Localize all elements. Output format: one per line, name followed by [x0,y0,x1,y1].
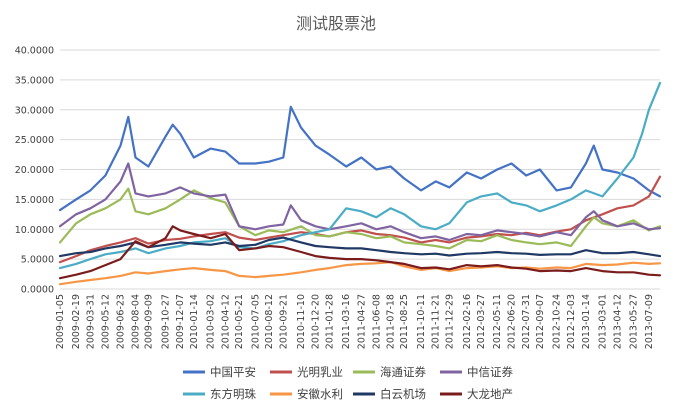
legend-label: 安徽水利 [297,387,343,401]
chart-title: 测试股票池 [296,14,376,33]
x-tick-label: 2009-12-07 [175,294,186,349]
y-tick-label: 35.0000 [15,75,54,86]
x-tick-label: 2013-04-12 [612,294,623,349]
x-tick-label: 2009-05-12 [100,294,111,349]
y-tick-label: 25.0000 [15,135,54,146]
x-tick-label: 2010-07-05 [250,294,261,349]
legend-label: 大龙地产 [467,387,513,401]
legend-label: 光明乳业 [297,365,343,379]
y-tick-label: 5.0000 [21,255,54,266]
legend-label: 海通证券 [380,365,426,379]
y-tick-label: 15.0000 [15,195,54,206]
x-tick-label: 2012-02-16 [462,294,473,349]
x-tick-label: 2012-09-07 [535,294,546,349]
x-tick-label: 2013-03-01 [597,294,608,349]
x-tick-label: 2009-03-31 [85,294,96,349]
gridlines [60,49,660,290]
x-tick-label: 2010-08-12 [264,294,275,349]
x-tick-label: 2012-06-20 [507,294,518,349]
x-tick-label: 2010-11-10 [296,294,307,349]
legend-item: 白云机场 [353,387,426,401]
x-tick-label: 2012-05-11 [492,294,503,349]
series-line [58,81,662,270]
y-tick-label: 30.0000 [15,105,54,116]
x-tick-label: 2010-12-20 [310,294,321,349]
x-tick-label: 2011-01-28 [324,294,335,349]
y-tick-label: 0.0000 [21,285,54,296]
y-tick-label: 20.0000 [15,165,54,176]
legend-label: 白云机场 [380,387,426,401]
x-tick-label: 2013-05-27 [629,294,640,349]
y-axis-ticks: 0.0000 5.0000 10.0000 15.0000 20.0000 25.0000… [15,46,54,296]
x-tick-label: 2009-06-23 [115,294,126,349]
x-tick-label: 2009-01-05 [55,294,66,349]
x-tick-label: 2009-09-09 [143,294,154,349]
y-tick-label: 10.0000 [15,225,54,236]
x-tick-label: 2011-12-29 [444,294,455,349]
series-line [58,162,662,242]
x-tick-label: 2010-03-02 [206,294,217,349]
x-tick-label: 2012-12-03 [566,294,577,349]
x-tick-label: 2009-10-27 [161,294,172,349]
x-tick-label: 2012-07-31 [521,294,532,349]
x-tick-label: 2011-07-18 [386,294,397,349]
x-tick-label: 2010-05-21 [234,294,245,349]
legend-item: 大龙地产 [440,387,513,401]
x-tick-label: 2011-04-27 [356,294,367,349]
legend-item: 安徽水利 [270,387,343,401]
x-tick-label: 2009-02-19 [71,294,82,349]
legend-item: 中国平安 [183,365,256,379]
y-tick-label: 40.0000 [15,46,54,57]
legend-item: 东方明珠 [183,387,256,401]
x-tick-label: 2009-08-04 [130,294,141,349]
x-tick-label: 2010-04-12 [220,294,231,349]
series-line [58,187,662,250]
series-lines [58,81,662,286]
series-line [58,261,662,286]
x-tick-label: 2010-01-14 [189,294,200,349]
x-tick-label: 2013-07-09 [644,294,655,349]
x-tick-label: 2012-10-24 [552,294,563,349]
legend-label: 东方明珠 [210,387,256,401]
x-tick-label: 2012-03-27 [476,294,487,349]
series-line [58,236,662,258]
x-axis-ticks: 2009-01-05 2009-02-19 2009-03-31 2009-05-12… [55,294,655,349]
series-line [58,225,662,280]
legend-item: 海通证券 [353,365,426,379]
x-tick-label: 2011-08-25 [399,294,410,349]
legend-item: 中信证券 [440,365,513,379]
x-tick-label: 2011-03-16 [341,294,352,349]
series-line [58,105,662,212]
x-tick-label: 2011-06-08 [371,294,382,349]
legend-label: 中国平安 [210,365,256,379]
x-tick-label: 2011-10-11 [416,294,427,349]
legend-item: 光明乳业 [270,365,343,379]
x-tick-label: 2011-11-21 [431,294,442,349]
legend-label: 中信证券 [467,365,513,379]
x-tick-label: 2010-09-21 [278,294,289,349]
x-tick-label: 2013-01-14 [581,294,592,349]
